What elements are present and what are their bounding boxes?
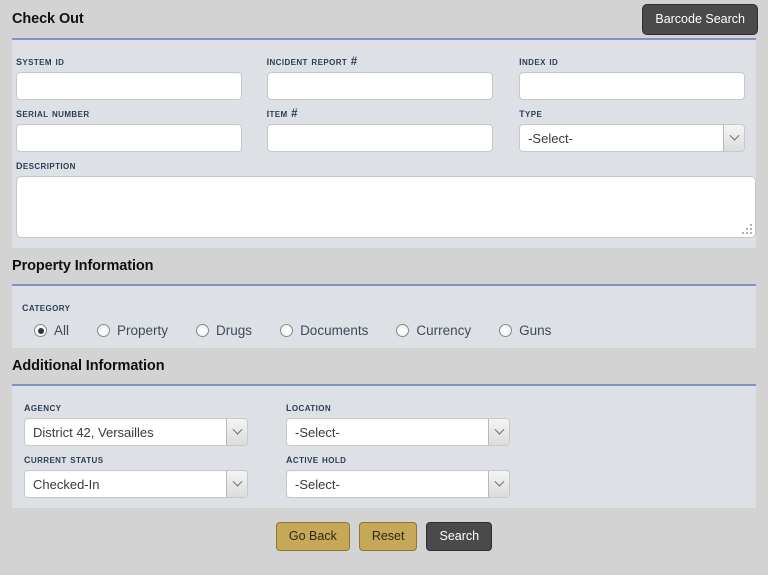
additional-information-panel: Agency District 42, Versailles Location … (12, 386, 756, 508)
active-hold-select[interactable]: -Select- (286, 470, 510, 498)
category-label: Category (22, 299, 71, 315)
field-index-id: Index ID (519, 48, 754, 100)
field-row-1: System ID Incident Report # Index ID (14, 48, 754, 100)
additional-information-title: Additional Information (12, 358, 165, 374)
location-select[interactable]: -Select- (286, 418, 510, 446)
location-select-value: -Select- (295, 424, 340, 440)
chevron-down-icon (723, 125, 745, 151)
radio-icon[interactable] (97, 324, 111, 337)
description-textarea[interactable] (16, 176, 756, 238)
field-current-status: Current Status Checked-In (14, 446, 272, 498)
category-radio-group: All Property Drugs Documents Currency Gu… (12, 318, 756, 342)
category-option-label: Drugs (216, 323, 253, 338)
field-system-id: System ID (14, 48, 267, 100)
additional-information-header: Additional Information (0, 348, 768, 384)
active-hold-select-value: -Select- (295, 476, 340, 492)
radio-icon[interactable] (396, 324, 410, 337)
current-status-select-value: Checked-In (33, 476, 100, 492)
item-number-label: Item # (266, 105, 298, 121)
chevron-down-icon (488, 471, 509, 497)
incident-report-label: Incident Report # (266, 53, 358, 69)
page-title: Check Out (12, 11, 84, 27)
field-item-number: Item # (266, 100, 520, 152)
serial-number-label: Serial Number (16, 105, 90, 121)
field-active-hold: Active Hold -Select- (272, 446, 530, 498)
category-option-label: Property (117, 323, 169, 338)
type-select-value: -Select- (528, 130, 573, 146)
category-radio-documents[interactable]: Documents (280, 323, 368, 338)
go-back-button[interactable]: Go Back (275, 522, 350, 551)
radio-icon[interactable] (280, 324, 294, 337)
system-id-label: System ID (16, 53, 65, 69)
type-label: Type (519, 105, 543, 121)
property-information-divider (12, 284, 756, 286)
property-information-title: Property Information (12, 258, 154, 274)
radio-icon[interactable] (499, 324, 513, 337)
resize-grip-icon[interactable] (741, 223, 752, 234)
category-radio-currency[interactable]: Currency (396, 323, 471, 338)
item-number-input[interactable] (266, 124, 493, 152)
active-hold-label: Active Hold (286, 451, 347, 467)
additional-row-2: Current Status Checked-In Active Hold -S… (14, 446, 754, 498)
property-information-panel: Category All Property Drugs Documents Cu… (12, 286, 756, 348)
category-radio-all[interactable]: All (34, 323, 69, 338)
location-label: Location (286, 399, 331, 415)
header-divider (12, 38, 756, 40)
field-row-3: Description (14, 152, 756, 238)
field-incident-report: Incident Report # (266, 48, 520, 100)
field-agency: Agency District 42, Versailles (14, 394, 272, 446)
category-radio-property[interactable]: Property (97, 323, 168, 338)
radio-icon[interactable] (196, 324, 210, 337)
page-header: Check Out Barcode Search (0, 0, 768, 38)
index-id-label: Index ID (519, 53, 559, 69)
category-radio-drugs[interactable]: Drugs (196, 323, 252, 338)
category-option-label: All (54, 323, 70, 338)
field-location: Location -Select- (272, 394, 530, 446)
field-serial-number: Serial Number (14, 100, 267, 152)
agency-label: Agency (24, 399, 62, 415)
field-row-2: Serial Number Item # Type -Select- (14, 100, 754, 152)
category-radio-guns[interactable]: Guns (499, 323, 551, 338)
field-type: Type -Select- (519, 100, 754, 152)
chevron-down-icon (488, 419, 509, 445)
description-label: Description (16, 157, 76, 173)
additional-information-divider (12, 384, 756, 386)
chevron-down-icon (226, 419, 247, 445)
category-option-label: Guns (519, 323, 552, 338)
form-actions: Go Back Reset Search (0, 508, 768, 551)
search-fields-panel: System ID Incident Report # Index ID Ser… (12, 40, 756, 248)
field-description: Description (14, 152, 756, 238)
additional-row-1: Agency District 42, Versailles Location … (14, 394, 754, 446)
category-option-label: Currency (416, 323, 472, 338)
current-status-label: Current Status (24, 451, 104, 467)
search-button[interactable]: Search (426, 522, 493, 551)
serial-number-input[interactable] (16, 124, 242, 152)
type-select[interactable]: -Select- (519, 124, 746, 152)
current-status-select[interactable]: Checked-In (24, 470, 248, 498)
system-id-input[interactable] (16, 72, 242, 100)
reset-button[interactable]: Reset (358, 522, 418, 551)
chevron-down-icon (226, 471, 247, 497)
property-information-header: Property Information (0, 248, 768, 284)
category-option-label: Documents (300, 323, 369, 338)
radio-icon[interactable] (34, 324, 47, 337)
agency-select-value: District 42, Versailles (33, 424, 154, 440)
index-id-input[interactable] (519, 72, 746, 100)
agency-select[interactable]: District 42, Versailles (24, 418, 248, 446)
barcode-search-button[interactable]: Barcode Search (642, 3, 758, 35)
incident-report-input[interactable] (266, 72, 493, 100)
